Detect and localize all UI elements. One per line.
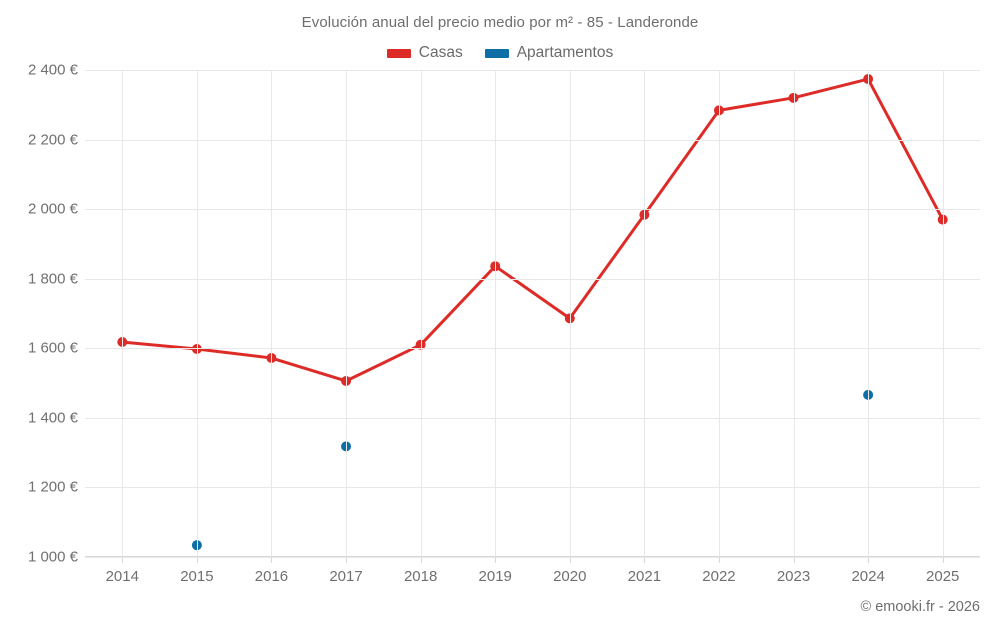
x-axis-tick-label: 2017 [329,568,363,585]
gridline-vertical [271,70,273,557]
gridline-horizontal [85,557,980,558]
gridline-vertical [718,70,720,557]
x-axis-tick-label: 2018 [403,568,438,585]
gridline-horizontal [85,348,980,350]
x-axis-tick-mark [942,557,944,563]
x-axis-tick-mark [569,557,571,563]
x-axis-tick-mark [644,557,646,563]
x-axis-tick-mark [868,557,870,563]
y-axis-tick-label: 2 400 € [27,61,78,79]
legend-item-casas[interactable]: Casas [386,44,463,62]
x-axis-line [85,556,980,557]
gridline-horizontal [85,209,980,211]
legend-label: Casas [418,44,463,61]
x-axis-tick-label: 2015 [180,568,214,585]
x-axis-tick-label: 2020 [553,568,587,585]
footer-credit: © emooki.fr - 2026 [860,599,980,615]
gridline-horizontal [85,139,980,141]
gridline-vertical [942,70,944,557]
chart-legend: Casas Apartamentos [0,44,1000,62]
gridline-vertical [122,70,124,557]
x-axis-tick-mark [196,557,198,563]
legend-item-apartamentos[interactable]: Apartamentos [484,44,614,62]
gridline-vertical [196,70,198,557]
gridline-vertical [793,70,795,557]
legend-swatch-icon [484,48,509,58]
gridline-vertical [346,70,348,557]
x-axis-tick-label: 2016 [254,568,289,585]
x-axis-tick-label: 2022 [702,568,736,585]
x-axis-tick-mark [495,557,497,563]
legend-swatch-icon [386,48,411,58]
series-line-casas [120,77,945,383]
gridline-horizontal [85,278,980,280]
gridline-vertical [644,70,646,557]
x-axis-tick-mark [122,557,124,563]
x-axis-tick-mark [271,557,273,563]
x-axis-tick-label: 2023 [776,568,811,585]
x-axis-tick-mark [793,557,795,563]
gridline-horizontal [85,70,980,71]
x-axis-tick-mark [420,557,422,563]
gridline-vertical [420,70,422,557]
y-axis-tick-label: 1 200 € [27,478,78,496]
gridline-vertical [569,70,571,557]
x-axis-tick-mark [718,557,720,563]
plot-area [85,70,980,563]
gridline-vertical [495,70,497,557]
y-axis-tick-label: 1 400 € [27,409,78,427]
y-axis-tick-label: 1 800 € [27,270,78,288]
y-axis-tick-label: 2 000 € [27,200,78,218]
x-axis-tick-mark [346,557,348,563]
gridline-horizontal [85,487,980,489]
y-axis-tick-label: 1 600 € [27,339,78,357]
legend-label: Apartamentos [516,44,614,61]
x-axis-tick-label: 2019 [478,568,512,585]
gridline-horizontal [85,417,980,419]
x-axis-tick-label: 2025 [926,568,960,585]
gridline-vertical [868,70,870,557]
chart-title: Evolución anual del precio medio por m² … [301,14,699,31]
x-axis-tick-label: 2024 [851,568,885,585]
y-axis-tick-label: 2 200 € [27,131,78,149]
series-layer [117,74,948,551]
x-axis-tick-label: 2014 [105,568,139,585]
y-axis-tick-label: 1 000 € [27,548,78,566]
x-axis-tick-label: 2021 [627,568,662,585]
